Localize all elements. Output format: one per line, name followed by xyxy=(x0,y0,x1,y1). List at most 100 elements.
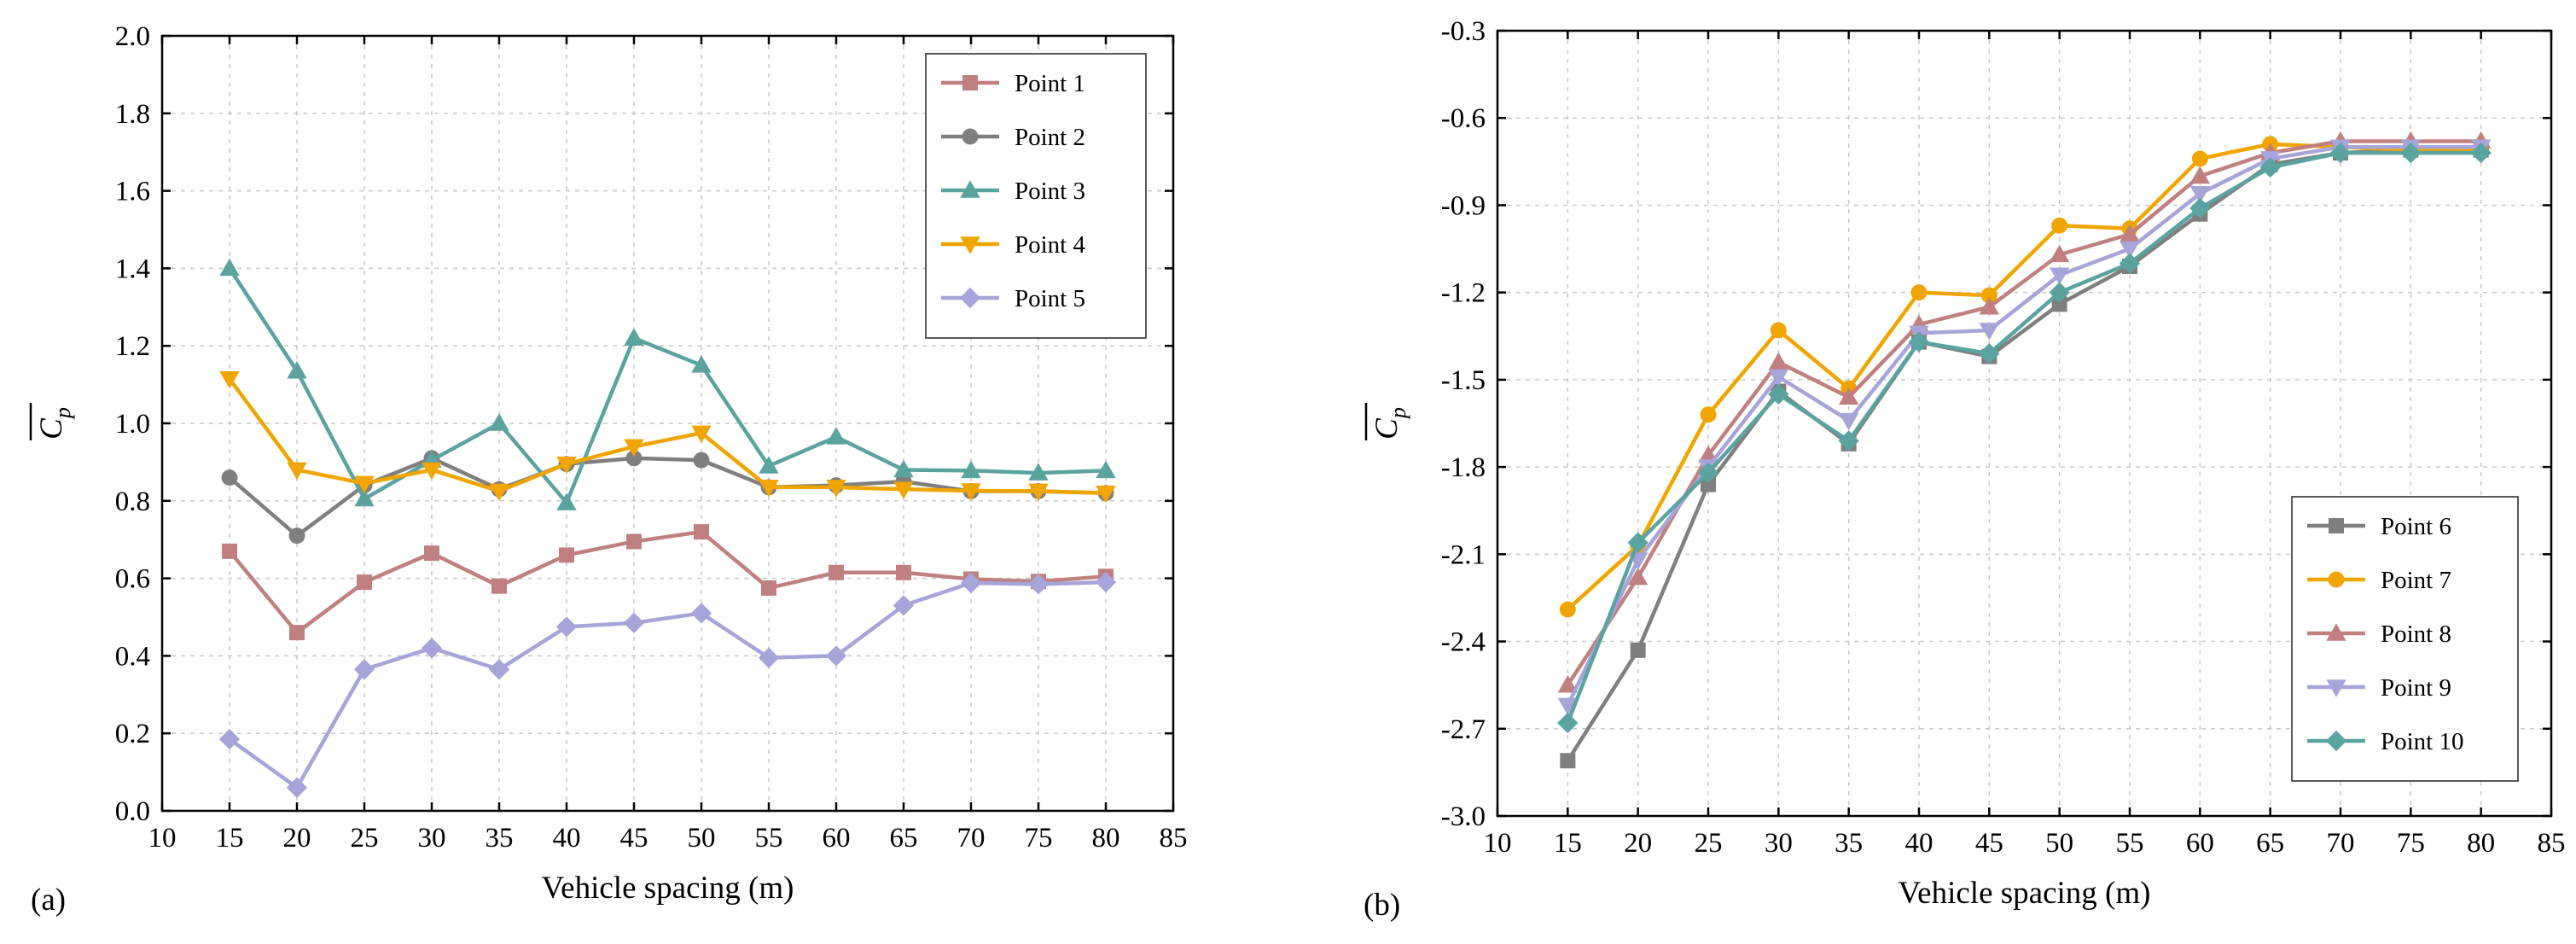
data-point xyxy=(1095,571,1117,593)
ticks: 10 15 20 25 30 35 40 45 50 55 60 65 70 75 80 85 -3.0 -2.7… xyxy=(1441,16,2566,859)
data-point xyxy=(556,492,577,510)
data-point xyxy=(1557,697,1579,716)
data-point xyxy=(761,580,776,596)
y-tick-label: -0.3 xyxy=(1441,16,1486,47)
y-tick-label: -0.9 xyxy=(1441,190,1486,221)
data-point xyxy=(2259,156,2281,178)
data-point xyxy=(488,659,510,680)
legend-item: Point 9 xyxy=(2307,674,2451,702)
legend-marker xyxy=(959,287,981,309)
data-point xyxy=(1028,483,1049,502)
data-point xyxy=(896,564,911,580)
x-tick-label: 55 xyxy=(2116,828,2144,859)
y-tick-label: 1.6 xyxy=(115,177,150,207)
legend-label: Point 6 xyxy=(2381,513,2451,540)
series-line xyxy=(228,377,1107,495)
series-line xyxy=(1566,139,2481,686)
data-point xyxy=(1557,712,1579,734)
panel-label: (b) xyxy=(1364,888,1400,923)
legend-label: Point 1 xyxy=(1015,70,1085,97)
data-point xyxy=(1980,287,1997,304)
y-axis-label-text: Cp xyxy=(34,407,75,440)
x-tick-label: 20 xyxy=(283,823,311,854)
x-tick-label: 30 xyxy=(1765,828,1793,859)
y-tick-label: -2.4 xyxy=(1441,627,1486,658)
data-point xyxy=(1838,430,1859,452)
legend-marker xyxy=(960,236,980,254)
data-point xyxy=(1028,463,1049,481)
data-point xyxy=(354,488,375,507)
x-tick-label: 70 xyxy=(957,823,986,854)
data-point xyxy=(1910,284,1928,301)
data-point xyxy=(961,460,981,479)
data-point xyxy=(221,469,238,487)
data-point xyxy=(1838,387,1859,405)
data-point xyxy=(2049,267,2070,285)
data-point xyxy=(1768,383,1789,405)
y-tick-label: -1.2 xyxy=(1441,278,1486,309)
data-point xyxy=(2400,142,2422,164)
data-point xyxy=(2189,197,2211,219)
y-tick-label: 1.0 xyxy=(115,409,150,440)
data-point xyxy=(694,524,709,540)
data-point xyxy=(2049,244,2070,263)
data-point xyxy=(623,612,645,633)
data-point xyxy=(354,475,375,494)
data-point xyxy=(286,777,308,798)
data-point xyxy=(2051,217,2068,234)
data-point xyxy=(759,480,779,498)
legend-item: Point 8 xyxy=(2307,621,2451,648)
x-tick-label: 80 xyxy=(1092,823,1120,854)
data-point xyxy=(1560,753,1576,769)
data-point xyxy=(1096,460,1116,479)
y-tick-label: 2.0 xyxy=(115,21,150,52)
data-point xyxy=(625,450,643,467)
data-point xyxy=(624,439,644,457)
data-point xyxy=(1627,532,1649,553)
chart-b: 10 15 20 25 30 35 40 45 50 55 60 65 70 75 80 85 -3.0 -2.7… xyxy=(1364,16,2566,923)
series-line xyxy=(228,580,1107,790)
x-axis-label: Vehicle spacing (m) xyxy=(1899,876,2151,911)
data-point xyxy=(421,638,443,659)
series-line xyxy=(1566,145,2481,707)
y-tick-label: 1.4 xyxy=(115,253,150,284)
x-tick-label: 40 xyxy=(553,823,581,854)
y-tick-label: 1.8 xyxy=(115,99,150,130)
panel-label: (a) xyxy=(31,883,66,918)
x-tick-label: 65 xyxy=(2256,828,2284,859)
x-tick-label: 25 xyxy=(351,823,379,854)
data-point xyxy=(1838,412,1859,431)
x-tick-label: 50 xyxy=(2045,828,2073,859)
x-tick-label: 70 xyxy=(2327,828,2355,859)
x-tick-label: 35 xyxy=(486,823,514,854)
chart-a: 10 15 20 25 30 35 40 45 50 55 60 65 70 75 80 85 0.0 0.2 0.… xyxy=(29,21,1188,918)
data-point xyxy=(2120,241,2140,259)
data-point xyxy=(2329,142,2352,164)
data-point xyxy=(1627,567,1649,586)
data-point xyxy=(1979,343,2000,364)
y-tick-label: -1.8 xyxy=(1441,452,1486,483)
data-point xyxy=(2120,224,2140,242)
legend-item: Point 10 xyxy=(2307,728,2464,755)
y-tick-label: 0.2 xyxy=(115,719,150,749)
legend-label: Point 3 xyxy=(1015,178,1085,205)
x-tick-label: 30 xyxy=(418,823,446,854)
y-tick-label: -2.1 xyxy=(1441,539,1486,570)
x-tick-label: 45 xyxy=(1975,828,2003,859)
gridlines xyxy=(162,36,1173,811)
data-point xyxy=(691,355,712,373)
x-tick-label: 85 xyxy=(1160,823,1188,854)
y-tick-label: -0.6 xyxy=(1441,103,1486,134)
data-point xyxy=(556,456,577,475)
series-line xyxy=(228,267,1107,505)
x-tick-label: 85 xyxy=(2538,828,2566,859)
data-point xyxy=(624,328,644,346)
legend-label: Point 7 xyxy=(2381,567,2451,594)
x-tick-label: 55 xyxy=(755,823,783,854)
x-tick-label: 75 xyxy=(2397,828,2425,859)
y-axis-label-text: Cp xyxy=(1369,407,1410,440)
y-tick-label: 1.2 xyxy=(115,331,150,362)
legend-label: Point 2 xyxy=(1015,124,1085,151)
data-point xyxy=(491,578,507,594)
